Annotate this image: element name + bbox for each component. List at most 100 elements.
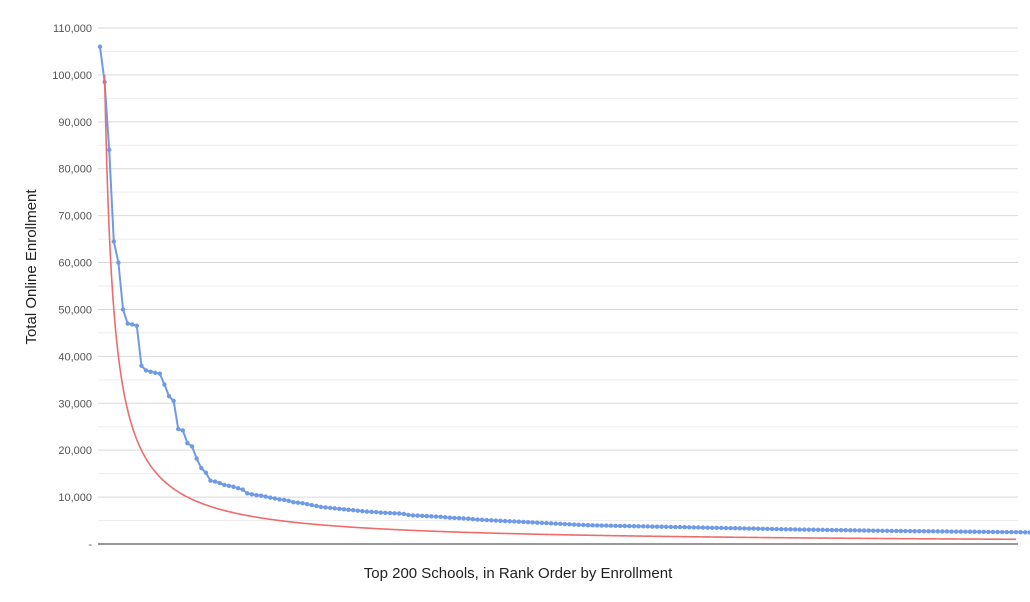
data-point (608, 523, 614, 528)
data-point (921, 529, 927, 534)
data-point (433, 514, 439, 519)
data-point (116, 260, 121, 265)
data-point (737, 526, 743, 531)
data-point (779, 526, 784, 532)
data-point (378, 510, 383, 515)
data-point (139, 363, 144, 368)
data-point (466, 516, 471, 521)
data-point (797, 527, 802, 532)
data-point (401, 511, 406, 517)
data-point (783, 527, 789, 532)
data-point (153, 370, 158, 375)
data-point (594, 523, 600, 528)
data-point (217, 480, 222, 486)
data-point (544, 520, 549, 526)
data-point (986, 529, 991, 535)
trendline (103, 74, 1017, 541)
data-point (231, 484, 236, 489)
data-point (470, 516, 476, 522)
y-tick-label: 20,000 (58, 445, 92, 457)
y-tick-label: 110,000 (53, 23, 92, 35)
data-point (940, 529, 945, 534)
data-point (346, 507, 351, 512)
data-point (254, 493, 259, 498)
data-point (226, 483, 232, 489)
data-point (884, 528, 890, 534)
data-point (212, 479, 218, 484)
data-point (585, 523, 591, 528)
data-point (392, 511, 397, 516)
y-axis-title: Total Online Enrollment (23, 189, 40, 345)
data-point (498, 518, 503, 523)
data-point (130, 322, 135, 327)
data-point (976, 529, 982, 534)
data-point (281, 497, 287, 503)
data-point (323, 505, 328, 510)
data-point (327, 505, 333, 511)
data-point (912, 528, 917, 534)
data-point (710, 525, 715, 530)
data-point (1027, 530, 1030, 535)
data-point (166, 394, 172, 399)
data-point (903, 528, 908, 534)
data-point (834, 527, 839, 533)
data-point (272, 496, 278, 501)
data-point (406, 512, 411, 518)
data-point (530, 520, 535, 525)
data-point (111, 239, 117, 244)
data-point (558, 521, 563, 527)
data-point (249, 492, 255, 497)
data-point (636, 524, 641, 529)
data-point (263, 494, 268, 499)
data-point (475, 517, 480, 522)
data-point (825, 527, 830, 533)
data-point (553, 521, 558, 526)
data-point (802, 527, 807, 532)
y-tick-label: - (88, 539, 92, 551)
data-point (1018, 530, 1023, 535)
data-point (176, 426, 181, 432)
data-point (479, 517, 485, 523)
data-point (733, 526, 738, 531)
data-point (304, 501, 310, 507)
data-point (548, 521, 554, 526)
data-point (663, 524, 669, 530)
data-point (820, 527, 825, 533)
data-point (875, 528, 881, 533)
gridlines (98, 27, 1018, 522)
data-point (539, 520, 545, 526)
data-point (972, 529, 977, 534)
data-point (268, 495, 273, 500)
data-point (383, 510, 388, 516)
data-point (120, 307, 126, 312)
data-point (567, 522, 572, 527)
data-point (318, 504, 324, 510)
data-point (420, 513, 425, 519)
data-point (792, 527, 798, 532)
data-point (894, 528, 899, 534)
data-point (1004, 529, 1009, 535)
data-point (134, 323, 140, 329)
data-point (1023, 530, 1028, 535)
data-point (180, 428, 186, 433)
data-point (944, 529, 950, 534)
data-point (631, 523, 637, 529)
data-point (967, 529, 973, 534)
data-point (521, 519, 526, 525)
data-point (829, 527, 835, 533)
y-tick-label: 90,000 (58, 117, 92, 129)
data-point (953, 529, 959, 534)
data-point (590, 523, 595, 528)
data-point (917, 528, 922, 534)
y-axis-ticks: - 10,000 20,000 30,000 40,000 50,000 60,000 70,… (52, 23, 92, 551)
data-point (756, 526, 761, 531)
y-tick-label: 40,000 (58, 351, 92, 363)
data-point (935, 529, 940, 534)
data-point (861, 528, 867, 533)
data-point (682, 525, 687, 530)
data-point (958, 529, 963, 534)
data-point (811, 527, 816, 532)
data-point (438, 514, 443, 519)
data-point (314, 503, 319, 509)
